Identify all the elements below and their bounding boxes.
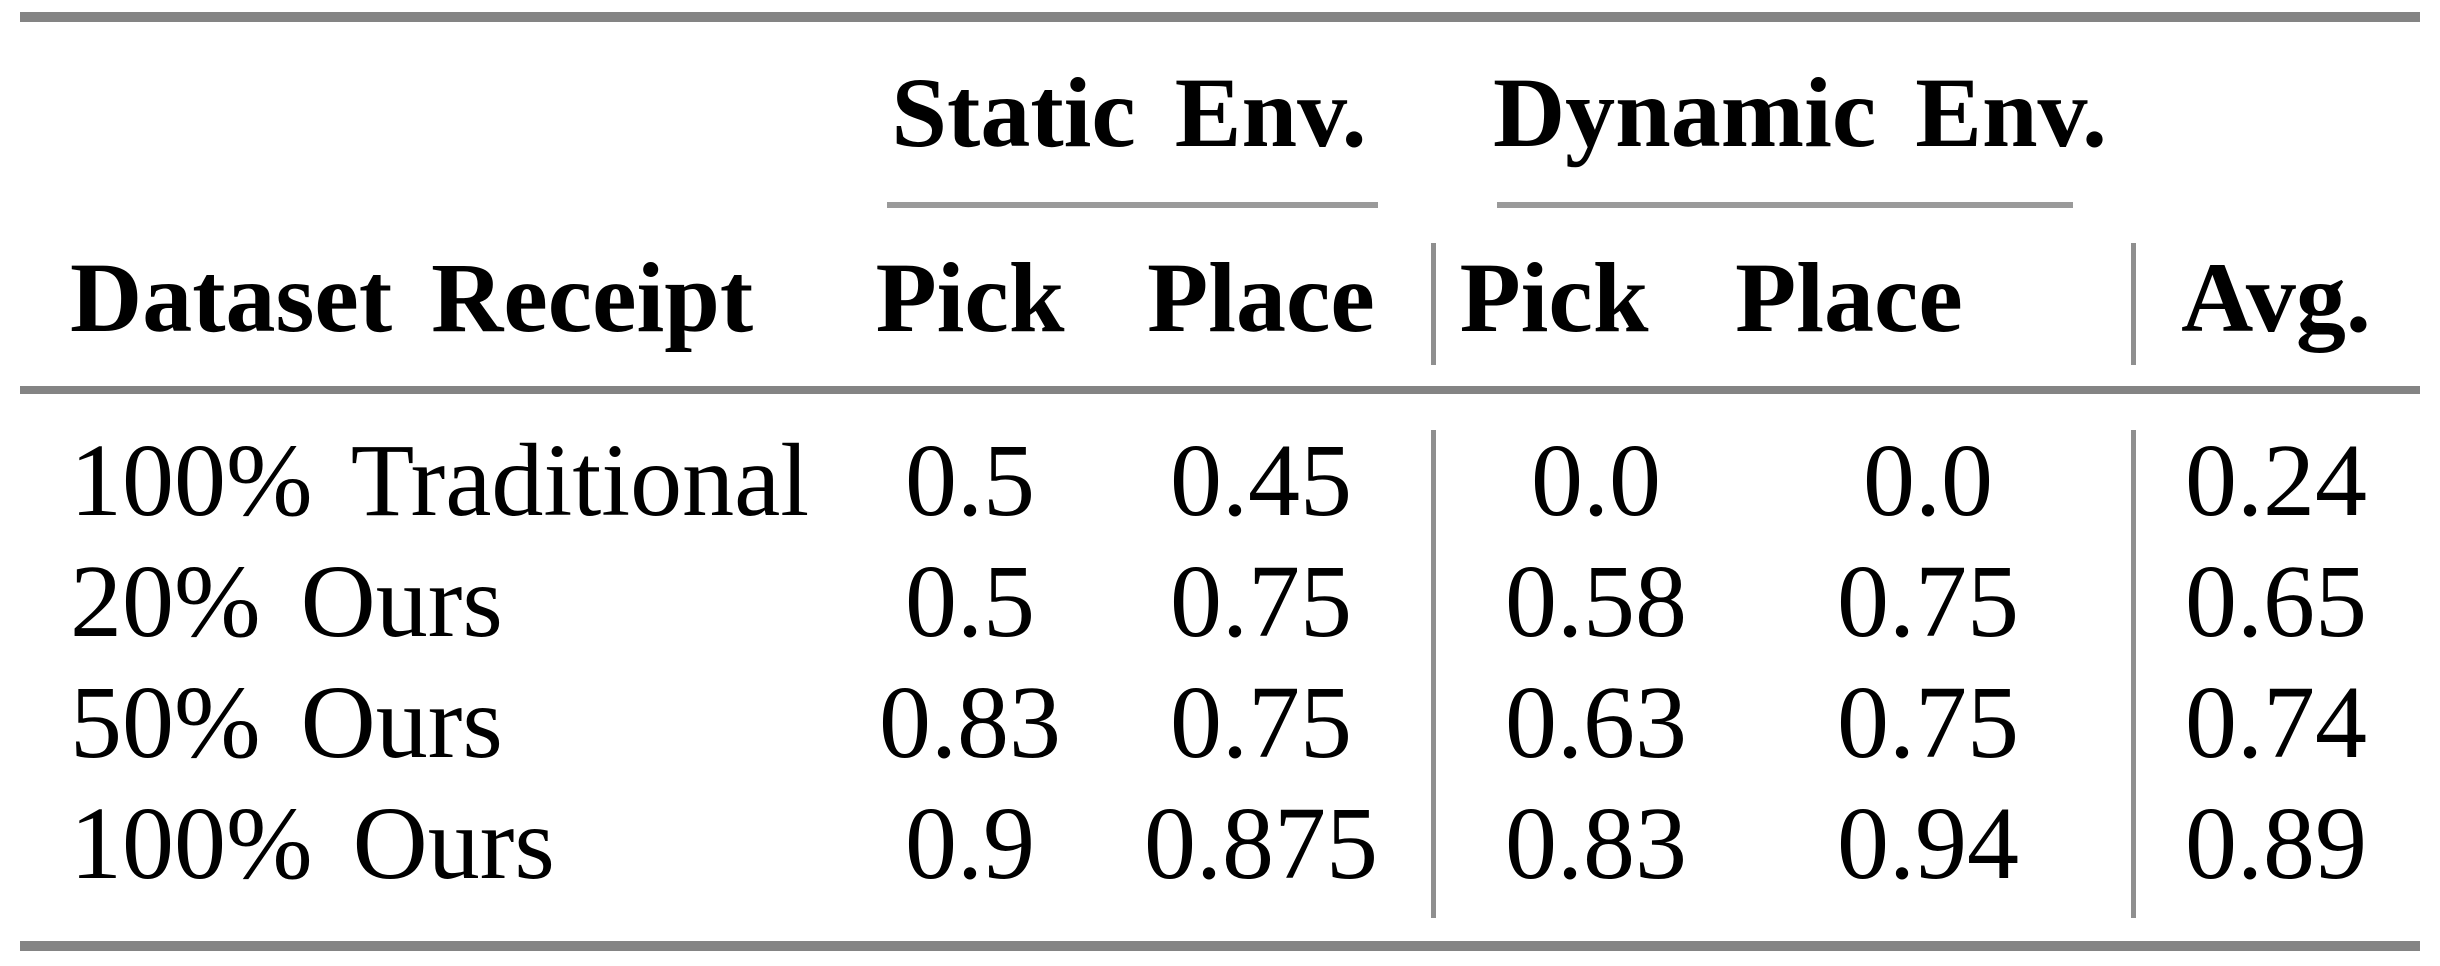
cell-static-pick: 0.83 bbox=[879, 665, 1061, 780]
vertical-rule-avg-body bbox=[2131, 430, 2136, 918]
cell-dynamic-place: 0.75 bbox=[1837, 665, 2019, 780]
cell-dynamic-place: 0.0 bbox=[1863, 423, 1993, 538]
row-label: 50% Ours bbox=[70, 665, 503, 780]
group-header-spacer-left bbox=[20, 22, 850, 202]
cell-static-pick: 0.9 bbox=[905, 786, 1035, 901]
cmidrule-dynamic bbox=[1497, 202, 2073, 208]
cell-dynamic-place: 0.75 bbox=[1837, 544, 2019, 659]
column-header-row: Dataset Receipt Pick Place Pick Place Av… bbox=[20, 208, 2420, 386]
group-header-spacer-right bbox=[2132, 22, 2420, 202]
vertical-rule-avg-header bbox=[2131, 243, 2136, 365]
group-header-row: Static Env. Dynamic Env. bbox=[20, 22, 2420, 202]
group-header-dynamic-env: Dynamic Env. bbox=[1492, 56, 2108, 168]
cell-dynamic-place: 0.94 bbox=[1837, 786, 2019, 901]
cell-dynamic-pick: 0.58 bbox=[1505, 544, 1687, 659]
cell-dynamic-pick: 0.63 bbox=[1505, 665, 1687, 780]
cell-static-pick: 0.5 bbox=[905, 423, 1035, 538]
mid-rule bbox=[20, 386, 2420, 394]
cell-avg: 0.65 bbox=[2185, 544, 2367, 659]
col-header-static-pick: Pick bbox=[875, 241, 1065, 353]
vertical-rule-static-dynamic-body bbox=[1431, 430, 1436, 918]
cell-dynamic-pick: 0.0 bbox=[1531, 423, 1661, 538]
col-header-dynamic-pick: Pick bbox=[1459, 241, 1649, 353]
cell-static-pick: 0.5 bbox=[905, 544, 1035, 659]
top-rule bbox=[20, 12, 2420, 22]
cell-avg: 0.24 bbox=[2185, 423, 2367, 538]
vertical-rule-static-dynamic-header bbox=[1431, 243, 1436, 365]
row-label: 100% Ours bbox=[70, 786, 555, 901]
cmidrule-static bbox=[887, 202, 1378, 208]
cell-dynamic-pick: 0.83 bbox=[1505, 786, 1687, 901]
bottom-rule bbox=[20, 941, 2420, 951]
row-label: 100% Traditional bbox=[70, 423, 810, 538]
col-header-dynamic-place: Place bbox=[1735, 241, 1963, 353]
table-body: 100% Traditional 0.5 0.45 0.0 0.0 0.24 2… bbox=[20, 420, 2420, 904]
cell-avg: 0.74 bbox=[2185, 665, 2367, 780]
cell-avg: 0.89 bbox=[2185, 786, 2367, 901]
row-label: 20% Ours bbox=[70, 544, 503, 659]
col-header-static-place: Place bbox=[1147, 241, 1375, 353]
col-header-dataset-receipt: Dataset Receipt bbox=[70, 241, 754, 353]
cell-static-place: 0.75 bbox=[1170, 544, 1352, 659]
cell-static-place: 0.45 bbox=[1170, 423, 1352, 538]
cell-static-place: 0.75 bbox=[1170, 665, 1352, 780]
cell-static-place: 0.875 bbox=[1144, 786, 1378, 901]
col-header-avg: Avg. bbox=[2181, 241, 2371, 353]
group-header-static-env: Static Env. bbox=[891, 56, 1367, 168]
